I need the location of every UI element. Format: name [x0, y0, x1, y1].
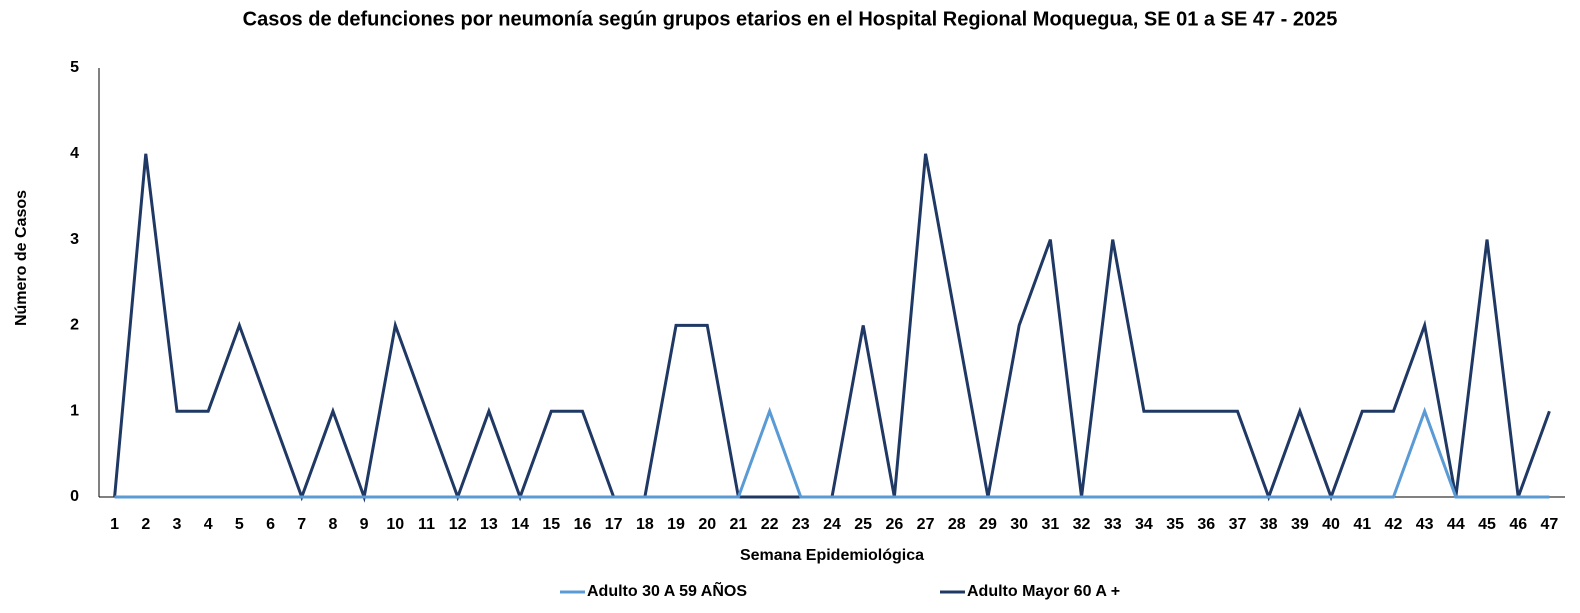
- x-tick-label: 41: [1353, 516, 1371, 533]
- x-axis-label: Semana Epidemiológica: [740, 547, 924, 564]
- series-line: [114, 406, 1550, 499]
- x-tick-label: 44: [1447, 516, 1465, 533]
- x-tick-label: 14: [511, 516, 529, 533]
- x-tick-label: 9: [360, 516, 369, 533]
- y-tick-label: 4: [70, 145, 79, 162]
- x-tick-label: 28: [948, 516, 966, 533]
- x-tick-label: 40: [1322, 516, 1340, 533]
- chart-title: Casos de defunciones por neumonía según …: [243, 8, 1338, 30]
- x-tick-label: 31: [1041, 516, 1059, 533]
- x-tick-label: 7: [297, 516, 306, 533]
- x-tick-label: 18: [636, 516, 654, 533]
- x-tick-label: 24: [823, 516, 841, 533]
- x-tick-label: 3: [173, 516, 182, 533]
- x-tick-label: 6: [266, 516, 275, 533]
- x-tick-label: 15: [542, 516, 560, 533]
- y-axis-label: Número de Casos: [13, 190, 30, 326]
- x-tick-label: 16: [574, 516, 592, 533]
- series-line: [113, 153, 1551, 503]
- x-tick-label: 11: [418, 516, 435, 533]
- x-tick-label: 35: [1166, 516, 1184, 533]
- x-tick-label: 45: [1478, 516, 1496, 533]
- legend-label: Adulto Mayor 60 A +: [967, 583, 1120, 600]
- y-tick-label: 1: [70, 402, 79, 419]
- legend-label: Adulto 30 A 59 AÑOS: [587, 580, 747, 600]
- x-tick-label: 32: [1073, 516, 1091, 533]
- x-tick-label: 36: [1197, 516, 1215, 533]
- x-tick-label: 34: [1135, 516, 1153, 533]
- y-tick-label: 5: [70, 59, 79, 76]
- x-tick-label: 38: [1260, 516, 1278, 533]
- x-tick-label: 10: [386, 516, 404, 533]
- x-tick-label: 22: [761, 516, 779, 533]
- x-tick-label: 5: [235, 516, 244, 533]
- x-tick-label: 27: [917, 516, 935, 533]
- x-tick-label: 17: [605, 516, 623, 533]
- x-tick-label: 43: [1416, 516, 1434, 533]
- x-tick-label: 30: [1010, 516, 1028, 533]
- x-tick-label: 12: [449, 516, 467, 533]
- y-tick-label: 3: [70, 231, 79, 248]
- x-tick-label: 37: [1229, 516, 1247, 533]
- y-tick-label: 0: [70, 488, 79, 505]
- x-tick-label: 21: [730, 516, 748, 533]
- x-tick-label: 1: [110, 516, 119, 533]
- x-tick-label: 39: [1291, 516, 1309, 533]
- x-tick-label: 25: [854, 516, 872, 533]
- x-tick-label: 26: [885, 516, 903, 533]
- y-tick-label: 2: [70, 317, 79, 334]
- x-tick-label: 23: [792, 516, 810, 533]
- x-tick-label: 8: [328, 516, 337, 533]
- x-tick-label: 47: [1541, 516, 1559, 533]
- x-tick-label: 19: [667, 516, 685, 533]
- x-tick-label: 13: [480, 516, 498, 533]
- x-tick-label: 29: [979, 516, 997, 533]
- x-tick-label: 33: [1104, 516, 1122, 533]
- x-tick-label: 42: [1385, 516, 1403, 533]
- x-tick-label: 2: [141, 516, 150, 533]
- x-tick-label: 20: [698, 516, 716, 533]
- x-tick-label: 46: [1509, 516, 1527, 533]
- x-tick-label: 4: [204, 516, 213, 533]
